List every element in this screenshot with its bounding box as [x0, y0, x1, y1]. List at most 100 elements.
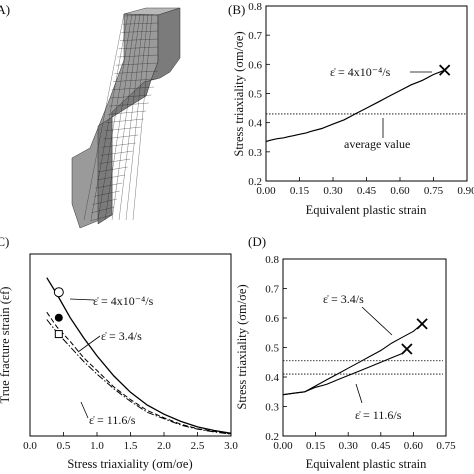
panel-d-xlabel: Equivalent plastic strain — [306, 457, 428, 471]
mesh-line — [115, 62, 159, 66]
mesh-line — [83, 13, 125, 221]
mesh-line — [107, 110, 147, 115]
fracture-cross-icon — [401, 343, 413, 355]
panel-d-rate2-arrow — [355, 383, 363, 404]
panel-c-label: (C) — [0, 234, 9, 249]
mesh-line — [111, 13, 141, 221]
panel-b-ytick-label: 0.2 — [248, 176, 262, 188]
panel-c-rate1-arrow — [69, 298, 95, 301]
panel-c-xtick-label: 1.5 — [124, 440, 138, 452]
panel-c-rate2-label: ε̇ = 3.4/s — [101, 329, 142, 343]
panel-b-ticks: 0.00 0.15 0.30 0.45 0.60 0.75 0.90 0.2 0.3 0.4 0.5… — [248, 1, 474, 197]
panel-c-rate1-label: ε̇ = 4x10⁻⁴/s — [93, 294, 154, 308]
panel-c-xtick-label: 2.5 — [191, 440, 205, 452]
mesh-line — [113, 78, 157, 82]
panel-c-xlabel: Stress triaxiality (σm/σe) — [67, 457, 192, 471]
panel-c-ylabel: True fracture strain (εf) — [0, 287, 12, 404]
mesh-line — [118, 13, 145, 221]
panel-d-ytick-label: 0.3 — [265, 402, 279, 414]
mesh-line — [91, 206, 115, 213]
mesh-line — [98, 166, 128, 172]
panel-c-xtick-label: 0.0 — [23, 440, 37, 452]
panel-b-ytick-label: 0.7 — [248, 30, 262, 42]
panel-b-ytick-label: 0.8 — [248, 1, 262, 13]
mesh-line — [95, 182, 123, 189]
mesh-line — [117, 54, 159, 58]
mesh-line — [102, 142, 136, 148]
panel-d-rate1-label: ε̇ = 3.4/s — [323, 292, 364, 306]
mesh-line — [92, 198, 118, 205]
mesh-line — [123, 14, 159, 17]
mesh-line — [104, 13, 137, 221]
panel-b-ytick-label: 0.6 — [248, 59, 262, 71]
mesh-line — [114, 70, 159, 74]
mesh-line — [100, 150, 133, 156]
panel-d-ytick-label: 0.6 — [265, 313, 279, 325]
mesh-line — [103, 134, 139, 140]
panel-d-ticks: 0.00 0.15 0.30 0.45 0.60 0.75 0.2 0.3 0.4 0.5 0.6 0… — [265, 254, 456, 452]
panel-c-rate3-label: ε̇ = 11.6/s — [89, 413, 136, 427]
open-square-marker — [54, 330, 63, 339]
panel-d-xtick-label: 0.15 — [306, 440, 326, 452]
panel-c-curve-11-6 — [46, 319, 232, 435]
panel-d-xtick-label: 0.75 — [436, 440, 456, 452]
fracture-cross-icon — [439, 64, 451, 76]
mesh-side-face — [97, 7, 181, 225]
panel-d-rate2-label: ε̇ = 11.6/s — [355, 408, 402, 422]
panel-b-curve — [265, 69, 445, 143]
panel-b-fracture-marker — [439, 64, 451, 76]
panel-c-rate3-arrow — [80, 401, 89, 419]
mesh-grid-lines — [83, 13, 159, 222]
panel-d-rate1-arrow — [361, 306, 393, 336]
mesh-front-face — [71, 13, 159, 229]
mesh-line — [106, 118, 144, 123]
mesh-model — [71, 7, 181, 229]
mesh-line — [121, 30, 159, 33]
panel-b-plot-frame — [265, 5, 468, 182]
panel-b-xtick-label: 0.00 — [256, 185, 276, 197]
panel-b-xtick-label: 0.75 — [424, 185, 444, 197]
panel-c-xtick-label: 0.5 — [57, 440, 71, 452]
mesh-line — [90, 13, 129, 221]
panel-d-ytick-label: 0.4 — [265, 372, 279, 384]
panel-d-ytick-label: 0.5 — [265, 343, 279, 355]
fracture-cross-icon — [416, 318, 428, 330]
panel-c-curve-4x10-4 — [46, 277, 232, 434]
panel-b-ytick-label: 0.4 — [248, 118, 262, 130]
panel-b: (B) 0.00 0.15 0.30 0.45 0.60 0.75 0.900.20.30.… — [228, 1, 474, 217]
mesh-line — [94, 190, 120, 197]
panel-c-xtick-label: 2.0 — [157, 440, 171, 452]
mesh-line — [89, 214, 112, 222]
panel-b-ytick-label: 0.3 — [248, 147, 262, 159]
mesh-line — [99, 158, 131, 164]
panel-d-xtick-label: 0.30 — [339, 440, 359, 452]
panel-c-rate2-arrow — [77, 335, 101, 353]
panel-d-ytick-label: 0.8 — [265, 254, 279, 266]
mesh-line — [97, 13, 133, 221]
panel-d-ytick-label: 0.7 — [265, 284, 279, 296]
panel-d-curve-11-6 — [282, 348, 408, 396]
filled-circle-marker — [54, 313, 63, 322]
open-circle-marker — [53, 287, 64, 298]
panel-d-fracture-markers — [401, 318, 428, 355]
panel-d-xtick-label: 0.60 — [404, 440, 424, 452]
panel-d-curve-3-4 — [282, 323, 423, 396]
mesh-line — [111, 86, 155, 90]
mesh-line — [119, 38, 159, 41]
panel-c-plot-frame — [29, 253, 232, 437]
mesh-line — [104, 126, 141, 131]
panel-c-data-points — [53, 287, 64, 339]
panel-b-rate-label: ε̇ = 4x10⁻⁴/s — [330, 65, 391, 79]
panel-b-xtick-label: 0.90 — [457, 185, 474, 197]
panel-a-label: (A) — [0, 2, 10, 17]
mesh-line — [125, 13, 149, 221]
panel-c-ticks: 0.0 0.5 1.0 1.5 2.0 2.5 3.0 — [23, 432, 238, 452]
panel-b-xtick-label: 0.60 — [390, 185, 410, 197]
panel-a: (A) — [0, 2, 181, 229]
panel-d: (D) 0.00 0.15 0.30 0.45 0.60 0.75 0.2 0.3 0.4 0.5… — [235, 234, 456, 471]
panel-b-label: (B) — [228, 2, 245, 17]
panel-b-xlabel: Equivalent plastic strain — [306, 203, 428, 217]
panel-d-label: (D) — [248, 234, 266, 249]
panel-b-xtick-label: 0.30 — [323, 185, 343, 197]
